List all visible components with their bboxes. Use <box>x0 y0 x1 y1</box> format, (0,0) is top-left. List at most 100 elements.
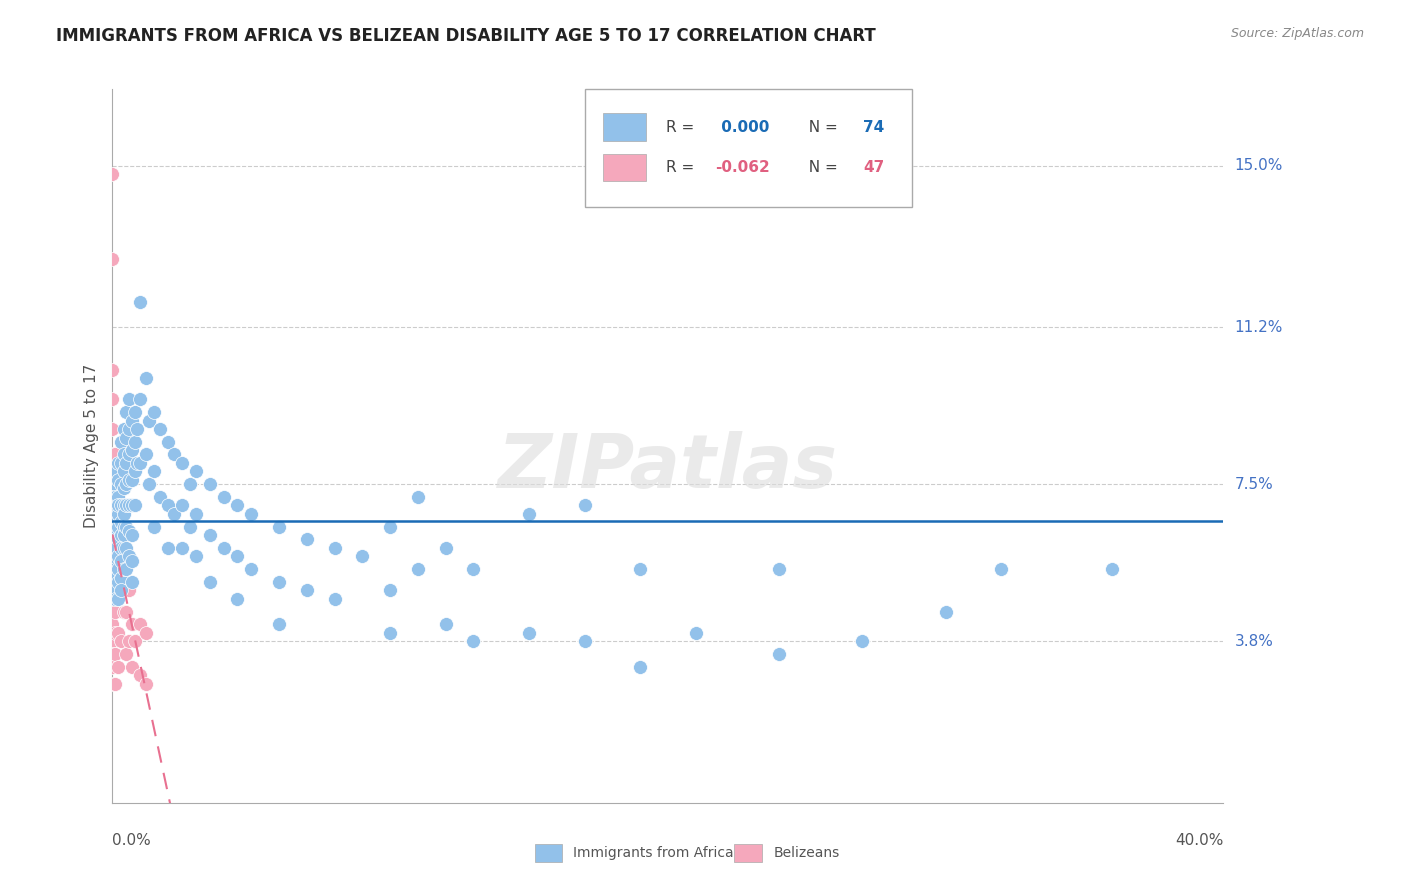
Point <box>124 634 146 648</box>
Point <box>127 422 149 436</box>
Point <box>107 519 129 533</box>
Text: IMMIGRANTS FROM AFRICA VS BELIZEAN DISABILITY AGE 5 TO 17 CORRELATION CHART: IMMIGRANTS FROM AFRICA VS BELIZEAN DISAB… <box>56 27 876 45</box>
Point <box>115 456 138 470</box>
Point <box>121 660 143 674</box>
Point <box>380 626 402 640</box>
Point <box>574 634 596 648</box>
Point <box>685 626 707 640</box>
Point <box>162 448 184 462</box>
Point <box>104 490 127 504</box>
Point <box>170 456 193 470</box>
Point <box>112 605 135 619</box>
Point <box>107 574 129 589</box>
Point <box>112 541 135 555</box>
Point <box>101 591 124 606</box>
Point <box>517 626 540 640</box>
Point <box>118 499 141 513</box>
Point <box>121 413 143 427</box>
Point <box>110 528 132 542</box>
Point <box>143 465 166 479</box>
Text: 11.2%: 11.2% <box>1234 319 1282 334</box>
Point <box>179 519 201 533</box>
Point <box>406 490 429 504</box>
Text: Source: ZipAtlas.com: Source: ZipAtlas.com <box>1230 27 1364 40</box>
Point <box>104 541 127 555</box>
Point <box>124 434 146 449</box>
FancyBboxPatch shape <box>603 113 645 141</box>
Text: 15.0%: 15.0% <box>1234 158 1282 173</box>
FancyBboxPatch shape <box>585 89 912 207</box>
Point <box>107 562 129 576</box>
Text: R =: R = <box>665 120 699 135</box>
Point <box>112 519 135 533</box>
Point <box>124 499 146 513</box>
FancyBboxPatch shape <box>534 844 562 862</box>
Point <box>104 477 127 491</box>
Point <box>267 519 291 533</box>
Point <box>212 490 235 504</box>
Point <box>104 647 127 661</box>
Point <box>107 533 129 547</box>
Point <box>107 490 129 504</box>
Point <box>129 668 152 682</box>
Point <box>157 499 180 513</box>
Point <box>267 574 291 589</box>
Point <box>112 422 135 436</box>
Point <box>112 482 135 496</box>
Point <box>226 499 249 513</box>
Point <box>990 562 1012 576</box>
Point <box>157 541 180 555</box>
Point <box>107 499 129 513</box>
Point <box>115 647 138 661</box>
Text: ZIPatlas: ZIPatlas <box>498 431 838 504</box>
Point <box>135 677 157 691</box>
Point <box>107 490 129 504</box>
Text: 74: 74 <box>863 120 884 135</box>
Text: Immigrants from Africa: Immigrants from Africa <box>574 846 734 860</box>
Point <box>104 605 127 619</box>
Point <box>112 562 135 576</box>
Point <box>135 626 157 640</box>
Point <box>101 252 124 266</box>
Point <box>101 473 124 487</box>
Point <box>135 371 157 385</box>
Point <box>170 541 193 555</box>
Point <box>110 571 132 585</box>
Point <box>143 519 166 533</box>
Point <box>101 448 124 462</box>
Point <box>104 519 127 533</box>
Text: N =: N = <box>799 120 842 135</box>
Point <box>104 507 127 521</box>
Point <box>104 583 127 598</box>
Point <box>768 647 790 661</box>
Point <box>101 392 124 407</box>
Point <box>110 456 132 470</box>
Point <box>101 507 124 521</box>
Point <box>380 583 402 598</box>
Point <box>112 499 135 513</box>
Point <box>115 477 138 491</box>
Point <box>851 634 873 648</box>
Point <box>107 549 129 564</box>
Point <box>101 507 124 521</box>
Point <box>101 533 124 547</box>
Point <box>101 499 124 513</box>
Point <box>101 562 124 576</box>
Point <box>107 591 129 606</box>
Point <box>110 583 132 598</box>
Point <box>170 499 193 513</box>
Point <box>463 634 485 648</box>
Point <box>121 554 143 568</box>
Point <box>118 634 141 648</box>
Point <box>240 562 263 576</box>
Point <box>184 549 207 564</box>
Point <box>135 448 157 462</box>
Point <box>110 499 132 513</box>
Point <box>121 499 143 513</box>
Point <box>104 533 127 547</box>
Point <box>101 533 124 547</box>
Point <box>101 549 124 564</box>
Point <box>129 392 152 407</box>
Point <box>104 477 127 491</box>
Point <box>124 405 146 419</box>
